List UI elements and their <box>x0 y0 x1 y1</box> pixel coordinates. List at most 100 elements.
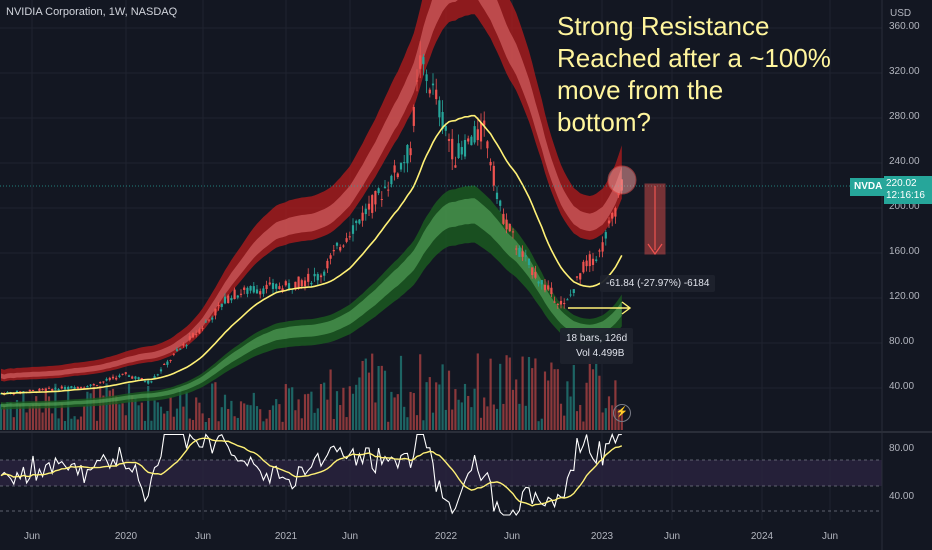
volume-bar <box>499 363 502 430</box>
candle <box>508 223 511 232</box>
candle <box>102 381 105 383</box>
candle <box>47 387 51 389</box>
candle <box>51 388 54 391</box>
candle <box>31 389 35 391</box>
volume-bar <box>543 371 547 430</box>
volume-bar <box>201 413 204 430</box>
rsi-line <box>0 432 622 516</box>
volume-bar <box>252 392 255 430</box>
candle <box>588 254 591 267</box>
time-tick-label: 2022 <box>434 531 458 542</box>
lightning-icon[interactable]: ⚡ <box>613 404 631 422</box>
candle <box>598 250 601 252</box>
candle <box>499 200 502 206</box>
candle <box>332 250 335 252</box>
candle <box>111 376 115 379</box>
candle <box>198 329 201 334</box>
candle <box>361 212 364 221</box>
volume-bar <box>604 408 607 430</box>
candle <box>611 212 614 219</box>
candle <box>591 258 595 265</box>
candle <box>249 286 252 291</box>
candle <box>41 388 44 391</box>
volume-bar <box>169 397 172 430</box>
candle <box>604 232 607 239</box>
candle <box>124 372 127 374</box>
rsi-tick-label: 40.00 <box>889 491 915 502</box>
candle <box>572 289 575 294</box>
volume-bar <box>22 391 25 430</box>
volume-bar <box>67 387 70 430</box>
candle <box>95 385 99 387</box>
volume-bar <box>0 404 3 430</box>
candle <box>540 280 543 285</box>
volume-bar <box>531 368 534 430</box>
candle <box>236 295 239 298</box>
volume-bar <box>102 395 105 430</box>
volume-bar <box>316 408 319 430</box>
candle <box>345 238 348 242</box>
candle <box>335 242 339 246</box>
volume-bar <box>121 403 124 430</box>
volume-bar <box>377 366 380 430</box>
candle <box>316 274 319 281</box>
candle <box>169 360 172 362</box>
candle <box>323 271 326 276</box>
volume-bar <box>3 405 6 430</box>
volume-bar <box>495 408 499 430</box>
candle <box>380 198 383 200</box>
volume-bar <box>41 412 44 430</box>
volume-bar <box>175 408 179 430</box>
candle <box>419 55 422 69</box>
candle <box>547 285 550 290</box>
volume-bar <box>335 391 339 430</box>
candle <box>259 291 262 295</box>
volume-bar <box>524 405 527 430</box>
moving-average-line <box>0 114 623 395</box>
volume-bar <box>588 353 591 430</box>
volume-bar <box>204 421 207 430</box>
volume-bar <box>566 381 569 430</box>
candle <box>502 213 505 224</box>
volume-bar <box>76 419 79 430</box>
volume-bar <box>537 421 540 430</box>
volume-bar <box>470 407 473 430</box>
candle <box>575 276 579 278</box>
volume-bar <box>511 389 515 430</box>
volume-bar <box>406 417 409 430</box>
candle <box>86 386 89 388</box>
volume-bar <box>319 384 323 430</box>
candle <box>156 374 159 376</box>
candle <box>166 361 169 365</box>
candle <box>121 373 124 375</box>
candle <box>403 162 406 164</box>
candle <box>531 267 534 276</box>
rsi-ma-line <box>0 437 623 507</box>
volume-bar <box>598 375 601 430</box>
volume-bar <box>83 405 86 430</box>
volume-bar <box>457 399 460 430</box>
candle <box>428 89 431 94</box>
candle <box>563 303 566 305</box>
volume-bar <box>502 403 505 430</box>
candle <box>265 284 268 289</box>
volume-bar <box>166 410 169 430</box>
volume-bar <box>195 397 198 430</box>
volume-bar <box>182 406 185 430</box>
candle <box>159 369 163 372</box>
candle <box>617 193 620 196</box>
volume-bar <box>118 404 121 430</box>
candle <box>214 308 217 316</box>
candle <box>307 273 310 282</box>
candle <box>204 321 207 323</box>
volume-bar <box>380 365 383 430</box>
volume-bar <box>143 420 147 430</box>
volume-bar <box>454 389 457 430</box>
candle <box>329 255 332 259</box>
candle <box>601 242 604 252</box>
last-price-label: 220.02 12:16:16 <box>884 176 932 204</box>
volume-bar <box>393 397 396 430</box>
volume-bar <box>28 405 31 430</box>
volume-bar <box>444 409 447 430</box>
